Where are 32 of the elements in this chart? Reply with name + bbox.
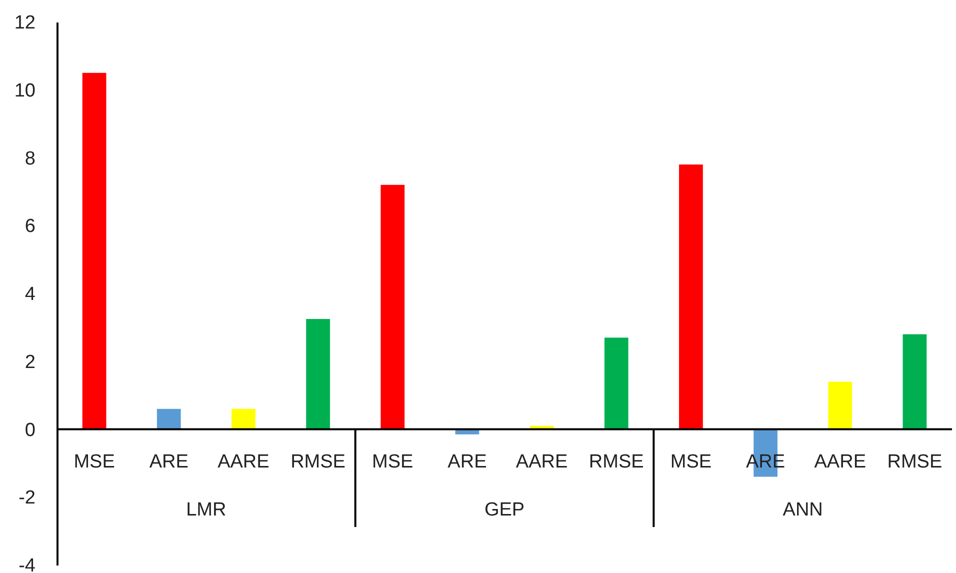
x-tick-label: AARE: [516, 451, 568, 472]
x-tick-label: RMSE: [588, 451, 644, 472]
y-tick-label: -4: [18, 556, 36, 573]
x-tick-label: RMSE: [887, 451, 942, 472]
x-tick-label: ARE: [149, 451, 188, 472]
annotation: GEP: [484, 499, 525, 520]
bar: [232, 408, 256, 430]
x-tick-label: RMSE: [290, 451, 346, 472]
bar: [828, 382, 852, 430]
y-tick-label: 4: [24, 284, 36, 305]
annotation: LMR: [186, 499, 226, 520]
annotation: ANN: [782, 499, 823, 520]
y-tick-label: 10: [14, 80, 36, 102]
x-tick-label: AARE: [814, 451, 866, 472]
y-tick-label: 2: [24, 352, 36, 373]
y-tick-label: 6: [24, 216, 36, 238]
y-tick-label: 0: [24, 420, 36, 441]
y-tick-label: 12: [14, 12, 36, 34]
y-tick-label: -2: [18, 488, 36, 509]
bar: [902, 334, 927, 430]
x-tick-label: MSE: [670, 451, 712, 472]
x-tick-label: MSE: [74, 451, 115, 472]
x-tick-label: MSE: [372, 451, 414, 472]
bar: [380, 184, 405, 430]
x-tick-label: ARE: [448, 451, 487, 472]
bar: [306, 318, 330, 430]
y-tick-label: 8: [24, 148, 36, 170]
bar: [604, 338, 628, 430]
x-tick-label: AARE: [218, 451, 270, 472]
bar: [156, 408, 181, 430]
bar: [82, 72, 106, 430]
bar: [679, 164, 703, 430]
